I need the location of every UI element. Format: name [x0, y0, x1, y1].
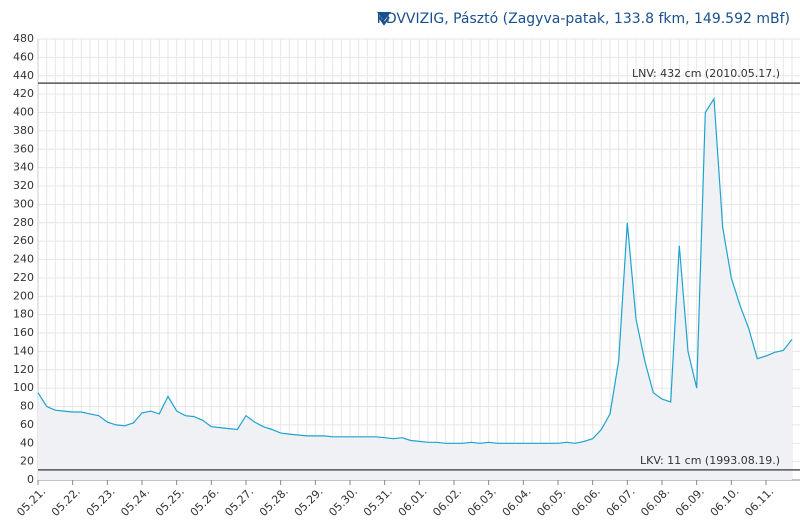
x-tick-label: 06.01.	[396, 485, 430, 519]
x-tick-label: 05.25.	[153, 485, 187, 519]
y-tick-label: 100	[13, 381, 34, 394]
y-tick-label: 400	[13, 106, 34, 119]
x-tick-label: 05.31.	[361, 485, 395, 519]
y-tick-label: 340	[13, 161, 34, 174]
chart-title: KDVVIZIG, Pásztó (Zagyva-patak, 133.8 fk…	[377, 11, 790, 27]
y-tick-label: 380	[13, 124, 34, 137]
x-tick-label: 06.07.	[604, 485, 638, 519]
x-tick-label: 05.27.	[222, 485, 256, 519]
y-tick-label: 480	[13, 32, 34, 45]
x-tick-label: 06.05.	[534, 485, 568, 519]
y-tick-label: 200	[13, 289, 34, 302]
x-tick-label: 06.10.	[708, 485, 742, 519]
y-tick-label: 440	[13, 69, 34, 82]
area	[38, 98, 792, 480]
line	[37, 96, 793, 444]
y-tick-label: 0	[27, 473, 34, 486]
y-tick-label: 140	[13, 344, 34, 357]
y-tick-label: 220	[13, 271, 34, 284]
y-tick-label: 460	[13, 50, 34, 63]
y-tick-label: 80	[20, 400, 34, 413]
x-tick-label: 06.09.	[673, 485, 707, 519]
x-tick-label: 05.24.	[118, 485, 152, 519]
y-tick-label: 20	[20, 455, 34, 468]
x-tick-label: 06.03.	[465, 485, 499, 519]
y-tick-label: 260	[13, 234, 34, 247]
y-tick-label: 40	[20, 436, 34, 449]
x-tick-label: 06.06.	[569, 485, 603, 519]
x-tick-label: 06.11.	[742, 485, 776, 519]
x-tick-label: 06.04.	[500, 485, 534, 519]
logo	[377, 12, 391, 26]
x-tick-label: 05.26.	[188, 485, 222, 519]
x-tick-label: 05.23.	[84, 485, 118, 519]
x-tick-label: 05.30.	[326, 485, 360, 519]
y-tick-label: 160	[13, 326, 34, 339]
y-tick-label: 180	[13, 308, 34, 321]
y-tick-label: 60	[20, 418, 34, 431]
x-tick-label: 06.02.	[430, 485, 464, 519]
reference-label: LNV: 432 cm (2010.05.17.)	[632, 67, 780, 80]
y-tick-label: 280	[13, 216, 34, 229]
y-tick-label: 300	[13, 197, 34, 210]
y-tick-label: 120	[13, 363, 34, 376]
x-tick-label: 06.08.	[638, 485, 672, 519]
y-tick-label: 360	[13, 142, 34, 155]
y-tick-label: 420	[13, 87, 34, 100]
y-tick-label: 240	[13, 253, 34, 266]
x-tick-label: 05.22.	[49, 485, 83, 519]
reference-label: LKV: 11 cm (1993.08.19.)	[640, 454, 780, 467]
x-tick-label: 05.21.	[14, 485, 48, 519]
x-tick-label: 05.29.	[292, 485, 326, 519]
y-tick-label: 320	[13, 179, 34, 192]
x-tick-label: 05.28.	[257, 485, 291, 519]
